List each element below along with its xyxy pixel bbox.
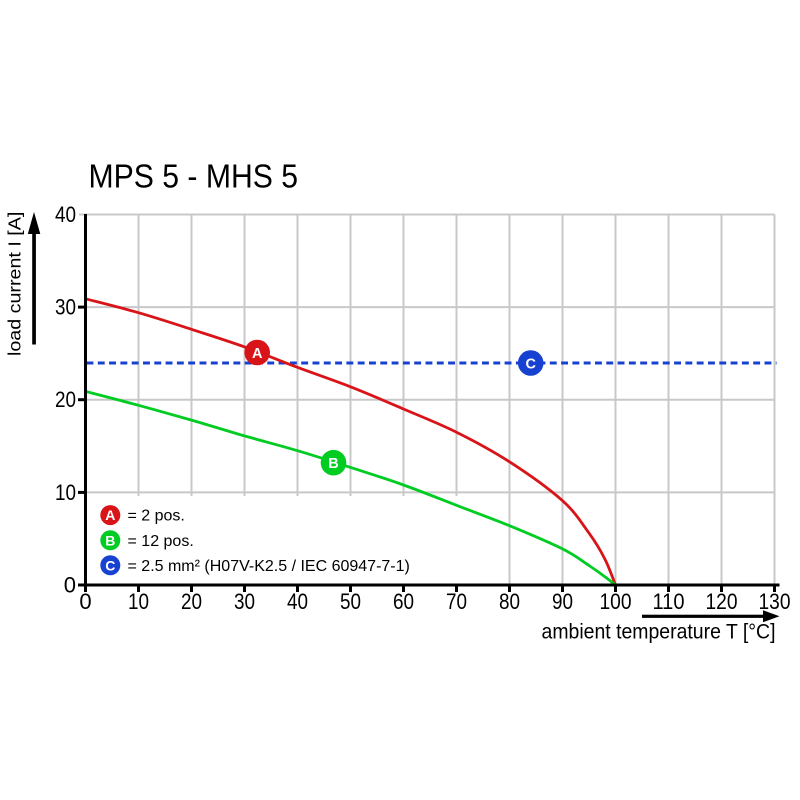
svg-text:30: 30 [55,295,76,320]
svg-text:C: C [525,356,536,372]
svg-text:MPS 5 - MHS 5: MPS 5 - MHS 5 [89,158,299,195]
svg-text:= 2.5 mm² (H07V-K2.5 / IEC 609: = 2.5 mm² (H07V-K2.5 / IEC 60947-7-1) [128,558,410,575]
svg-text:120: 120 [706,589,738,614]
svg-text:20: 20 [55,387,76,412]
svg-text:load current I [A]: load current I [A] [4,212,24,356]
svg-text:30: 30 [234,589,255,614]
svg-text:40: 40 [55,202,76,227]
svg-text:B: B [105,532,115,548]
svg-text:ambient temperature T [°C]: ambient temperature T [°C] [542,621,776,644]
svg-text:110: 110 [653,589,685,614]
svg-text:B: B [328,456,338,472]
svg-text:100: 100 [600,589,632,614]
svg-text:10: 10 [55,480,76,505]
svg-text:10: 10 [128,589,149,614]
svg-text:80: 80 [499,589,520,614]
svg-text:50: 50 [340,589,361,614]
svg-text:A: A [105,507,115,523]
svg-text:0: 0 [79,589,91,614]
svg-text:= 12 pos.: = 12 pos. [128,533,194,550]
svg-text:90: 90 [552,589,573,614]
svg-text:20: 20 [181,589,202,614]
svg-text:70: 70 [446,589,467,614]
svg-text:C: C [105,557,115,573]
svg-text:0: 0 [64,572,76,597]
svg-text:= 2 pos.: = 2 pos. [128,508,185,525]
svg-text:130: 130 [759,589,791,614]
svg-text:A: A [252,346,263,362]
svg-text:40: 40 [287,589,308,614]
svg-text:60: 60 [393,589,414,614]
